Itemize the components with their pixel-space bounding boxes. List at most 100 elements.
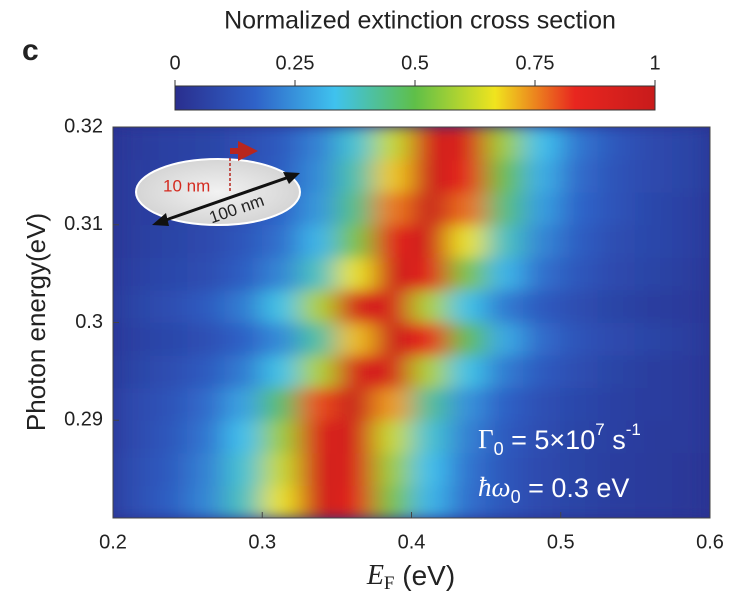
heatmap-cell — [411, 387, 450, 421]
heatmap-cell — [448, 159, 487, 193]
polarization-arrow-head — [238, 141, 258, 161]
heatmap-cell — [373, 289, 412, 323]
heatmap-cell — [672, 322, 710, 356]
heatmap-cell — [485, 419, 524, 454]
heatmap-cell — [448, 484, 487, 518]
heatmap-cell — [485, 289, 524, 323]
omega-subscript: 0 — [511, 487, 521, 507]
heatmap-cell — [411, 322, 450, 356]
heatmap-cell — [113, 387, 151, 421]
heatmap-cell — [448, 191, 487, 226]
heatmap-cell — [187, 484, 226, 518]
gamma-symbol: Γ — [478, 424, 494, 454]
heatmap-cell — [522, 289, 562, 323]
heatmap-cell — [634, 484, 674, 518]
heatmap-cell — [411, 419, 450, 454]
heatmap-cell — [634, 224, 674, 258]
heatmap-cell — [149, 419, 189, 454]
heatmap-cell — [448, 289, 487, 323]
heatmap-cell — [411, 159, 450, 193]
heatmap-cell — [373, 419, 412, 454]
heatmap-cell — [634, 191, 674, 226]
heatmap-cell — [485, 159, 524, 193]
x-tick-label: 0.2 — [99, 531, 127, 553]
heatmap-cell — [373, 256, 412, 291]
heatmap-cell — [448, 224, 487, 258]
heatmap-cell — [224, 354, 263, 389]
heatmap-cell — [113, 354, 151, 389]
heatmap-cell — [485, 224, 524, 258]
x-label-unit: (eV) — [395, 560, 456, 591]
heatmap-cell — [336, 159, 375, 193]
heatmap-cell — [634, 256, 674, 291]
heatmap-cell — [597, 419, 636, 454]
heatmap-cell — [373, 127, 412, 161]
axes: 0.2 0.3 0.4 0.5 0.6 0.29 0.3 0.31 0.32 — [64, 115, 724, 553]
gamma-exponent: 7 — [595, 420, 604, 439]
heatmap-cell — [448, 354, 487, 389]
heatmap-cell — [522, 256, 562, 291]
width-label: 10 nm — [163, 176, 210, 195]
heatmap-cell — [672, 127, 710, 161]
heatmap-cell — [336, 419, 375, 454]
colorbar-tick-label: 0.25 — [276, 52, 315, 74]
heatmap-cell — [113, 322, 151, 356]
x-tick-label: 0.6 — [696, 531, 724, 553]
heatmap-cell — [634, 452, 674, 486]
heatmap-cell — [224, 484, 263, 518]
heatmap-cell — [485, 127, 524, 161]
heatmap-cell — [149, 224, 189, 258]
heatmap-cell — [672, 484, 710, 518]
heatmap-cell — [187, 322, 226, 356]
heatmap-cell — [485, 452, 524, 486]
heatmap-cell — [224, 256, 263, 291]
inset-nanorod: 10 nm 100 nm — [135, 141, 301, 227]
heatmap-cell — [485, 256, 524, 291]
heatmap-cell — [485, 354, 524, 389]
heatmap-cell — [113, 256, 151, 291]
heatmap-cell — [187, 387, 226, 421]
heatmap-cell — [597, 159, 636, 193]
heatmap-cell — [261, 224, 301, 258]
heatmap-cell — [113, 484, 151, 518]
heatmap-cell — [597, 354, 636, 389]
heatmap-cell — [485, 484, 524, 518]
heatmap-cell — [149, 256, 189, 291]
heatmap-cell — [411, 256, 450, 291]
heatmap-cell — [224, 224, 263, 258]
heatmap-cell — [336, 452, 375, 486]
heatmap-cell — [149, 322, 189, 356]
heatmap-cell — [522, 387, 562, 421]
heatmap-cell — [672, 419, 710, 454]
annotation-gamma: Γ0 = 5×107 s-1 — [478, 420, 641, 458]
heatmap-cell — [187, 256, 226, 291]
heatmap-cell — [411, 484, 450, 518]
heatmap-cell — [560, 224, 599, 258]
panel-label: c — [22, 34, 39, 67]
heatmap-cell — [224, 452, 263, 486]
heatmap-cell — [299, 354, 338, 389]
heatmap-cell — [261, 322, 301, 356]
colorbar-gradient — [174, 85, 656, 111]
heatmap-cell — [597, 387, 636, 421]
heatmap-cell — [597, 127, 636, 161]
heatmap-cell — [261, 484, 301, 518]
heatmap-cell — [672, 289, 710, 323]
heatmap-cell — [634, 354, 674, 389]
heatmap-cell — [522, 354, 562, 389]
heatmap-cell — [634, 322, 674, 356]
heatmap-cell — [597, 484, 636, 518]
annotations: Γ0 = 5×107 s-1 ħω0 = 0.3 eV — [478, 420, 641, 506]
y-axis-label: Photon energy(eV) — [21, 213, 51, 431]
heatmap-cell — [672, 191, 710, 226]
heatmap-cell — [336, 127, 375, 161]
heatmap-cell — [149, 354, 189, 389]
heatmap-cell — [672, 159, 710, 193]
heatmap-cell — [411, 224, 450, 258]
heatmap-cell — [373, 191, 412, 226]
heatmap-cell — [522, 452, 562, 486]
y-tick-label: 0.29 — [64, 409, 103, 431]
heatmap-cell — [597, 256, 636, 291]
heatmap-cell — [149, 452, 189, 486]
